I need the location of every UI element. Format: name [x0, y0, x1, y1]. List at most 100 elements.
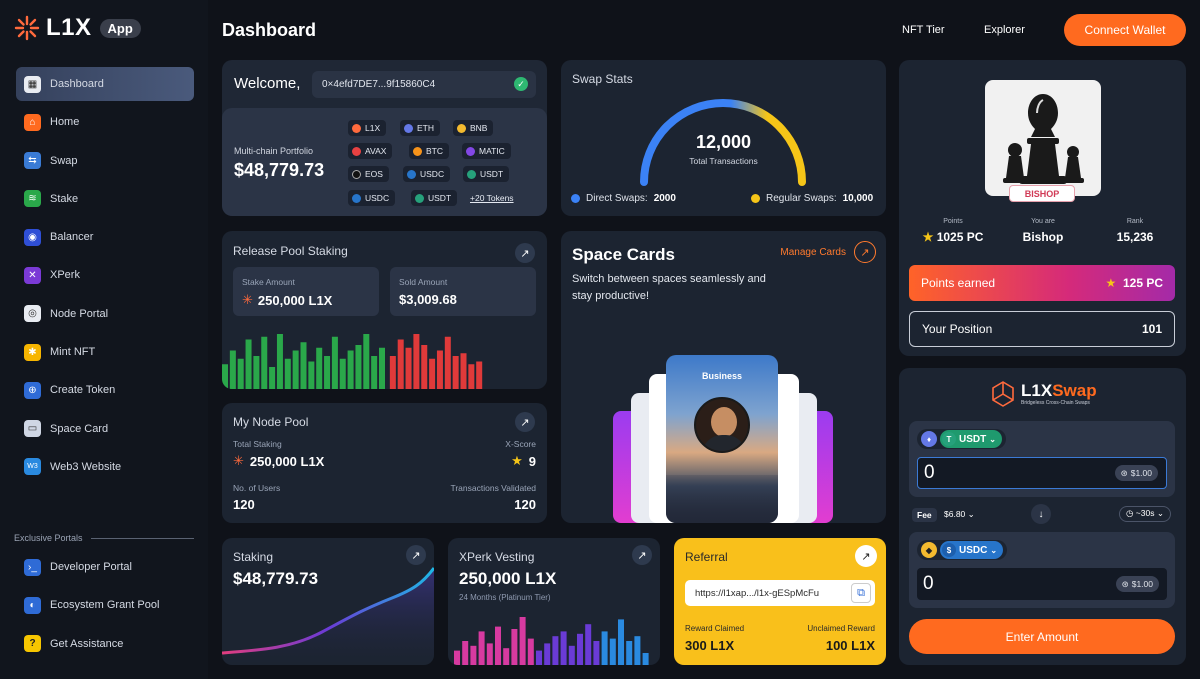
to-amount-input[interactable]: 0 ⊛ $1.00: [917, 568, 1167, 600]
direct-swaps-label: Direct Swaps:: [586, 193, 648, 204]
open-arrow-icon[interactable]: ↗: [632, 545, 652, 565]
fee-value[interactable]: $6.80 ⌄: [944, 509, 975, 519]
copy-icon[interactable]: ⧉: [851, 583, 871, 603]
xperk-bar-chart: [454, 617, 649, 665]
tx-validated-label: Transactions Validated: [450, 483, 536, 493]
to-token-selector[interactable]: ◆ $ USDC ⌄: [917, 540, 1008, 560]
welcome-label: Welcome,: [234, 75, 301, 92]
green-bar: [324, 356, 331, 389]
you-are-stat: You are Bishop: [1003, 218, 1083, 244]
sidebar-item-node-portal[interactable]: ◎ Node Portal: [16, 297, 194, 331]
green-bar: [316, 347, 323, 389]
sidebar-item-xperk[interactable]: ✕ XPerk: [16, 258, 194, 292]
sidebar-item-get-assistance[interactable]: ? Get Assistance: [16, 627, 194, 661]
from-amount-input[interactable]: 0 ⊛ $1.00: [917, 457, 1167, 489]
your-position-value: 101: [1141, 322, 1162, 336]
sidebar-item-label: Balancer: [50, 231, 94, 244]
points-row: ★ 1025 PC: [913, 230, 993, 244]
vesting-bar: [462, 641, 469, 665]
token-chip: L1X: [348, 120, 387, 136]
green-bar: [292, 350, 299, 389]
sidebar-item-mint-nft[interactable]: ✱ Mint NFT: [16, 335, 194, 369]
sidebar-item-label: Home: [50, 116, 80, 129]
welcome-card: Welcome, 0×4efd7DE7...9f15860C4 ✓ Multi-…: [222, 60, 547, 216]
enter-amount-button[interactable]: Enter Amount: [909, 619, 1175, 654]
logo[interactable]: L1X App: [14, 14, 141, 42]
green-bar: [245, 339, 252, 389]
sold-amount-label: Sold Amount: [399, 277, 448, 287]
l1x-coin-icon: ✳: [242, 292, 253, 307]
total-staking-row: ✳ 250,000 L1X: [233, 453, 324, 469]
sidebar-item-ecosystem-grant-pool[interactable]: ◐ Ecosystem Grant Pool: [16, 588, 194, 622]
xperk-value: 250,000 L1X: [459, 569, 557, 588]
your-position-label: Your Position: [922, 322, 993, 336]
chevron-down-icon: ⌄: [990, 545, 998, 555]
usdc-coin-icon: [352, 193, 361, 203]
token-chip: AVAX: [348, 143, 393, 159]
xscore-label: X-Score: [505, 439, 536, 449]
xperk-icon: ✕: [24, 266, 41, 284]
to-token-pill[interactable]: $ USDC ⌄: [940, 541, 1004, 559]
red-bar: [405, 347, 412, 389]
l1xswap-logo: L1XSwap Bridgeless Cross-Chain Swaps: [989, 380, 1097, 408]
open-arrow-icon[interactable]: ↗: [515, 243, 535, 263]
open-arrow-icon[interactable]: ↗: [855, 545, 877, 567]
connect-wallet-button[interactable]: Connect Wallet: [1064, 14, 1186, 46]
node-pool-card: My Node Pool ↗ Total Staking ✳ 250,000 L…: [222, 403, 547, 523]
direct-swaps-dot: [571, 194, 580, 203]
sidebar-item-balancer[interactable]: ◉ Balancer: [16, 220, 194, 254]
sidebar-item-home[interactable]: ⌂ Home: [16, 105, 194, 139]
sidebar-item-create-token[interactable]: ⊕ Create Token: [16, 373, 194, 407]
vesting-bar: [609, 638, 616, 665]
more-tokens-link[interactable]: +20 Tokens: [470, 193, 514, 203]
sidebar-item-web3-website[interactable]: W3 Web3 Website: [16, 450, 194, 484]
open-arrow-icon[interactable]: ↗: [406, 545, 426, 565]
stake-amount-value: 250,000 L1X: [257, 292, 333, 308]
sidebar-item-developer-portal[interactable]: ›_ Developer Portal: [16, 550, 194, 584]
green-bar: [237, 358, 244, 389]
avatar: [694, 397, 750, 453]
sidebar-item-space-card[interactable]: ▭ Space Card: [16, 412, 194, 446]
balancer-icon: ◉: [24, 228, 41, 246]
red-bar: [444, 336, 451, 389]
swap-to-box: ◆ $ USDC ⌄ 0 ⊛ $1.00: [909, 532, 1175, 608]
dollar-icon: ⊛: [1120, 467, 1128, 478]
staking-title: Staking: [233, 550, 274, 564]
token-label: AVAX: [365, 146, 387, 156]
token-icon: ⊕: [24, 381, 41, 399]
btc-coin-icon: [413, 146, 422, 156]
card-icon: ▭: [24, 420, 41, 438]
brand-name: L1X: [46, 14, 92, 41]
token-label: ETH: [417, 123, 434, 133]
vesting-bar: [536, 650, 542, 665]
open-arrow-icon[interactable]: ↗: [515, 412, 535, 432]
time-estimate[interactable]: ◷ ~30s ⌄: [1119, 506, 1171, 522]
to-usd-value: $1.00: [1131, 579, 1153, 589]
from-token-pill[interactable]: T USDT ⌄: [940, 430, 1002, 448]
sidebar-item-label: Node Portal: [50, 307, 109, 320]
vesting-bar: [618, 619, 624, 665]
swap-stats-card: Swap Stats 12,000 Total Transactions Dir…: [561, 60, 886, 216]
manage-cards-arrow-icon[interactable]: ↗: [854, 241, 876, 263]
swap-direction-icon[interactable]: ↓: [1031, 504, 1051, 524]
vesting-bar: [511, 629, 518, 665]
token-label: BTC: [426, 146, 443, 156]
token-chip: EOS: [348, 166, 389, 182]
explorer-link[interactable]: Explorer: [984, 24, 1025, 36]
space-card-business[interactable]: Business: [666, 355, 778, 523]
l1x-coin-icon: ✳: [233, 453, 244, 468]
sidebar-item-stake[interactable]: ≋ Stake: [16, 182, 194, 216]
wallet-address[interactable]: 0×4efd7DE7...9f15860C4 ✓: [312, 71, 536, 98]
vesting-bar: [470, 645, 477, 665]
green-bar: [261, 336, 268, 389]
from-token-label: USDT: [959, 433, 987, 445]
sidebar-item-label: Dashboard: [50, 78, 104, 90]
sidebar-item-dashboard[interactable]: ▦ Dashboard: [16, 67, 194, 101]
sidebar-item-swap[interactable]: ⇆ Swap: [16, 144, 194, 178]
referral-link-field[interactable]: https://l1xap.../l1x-gESpMcFu ⧉: [685, 580, 875, 606]
total-staking-label: Total Staking: [233, 439, 282, 449]
from-token-selector[interactable]: ♦ T USDT ⌄: [917, 429, 1006, 449]
nft-tier-link[interactable]: NFT Tier: [902, 24, 945, 36]
l1xswap-brand: L1XSwap Bridgeless Cross-Chain Swaps: [1021, 382, 1097, 406]
manage-cards-link[interactable]: Manage Cards: [780, 247, 846, 258]
